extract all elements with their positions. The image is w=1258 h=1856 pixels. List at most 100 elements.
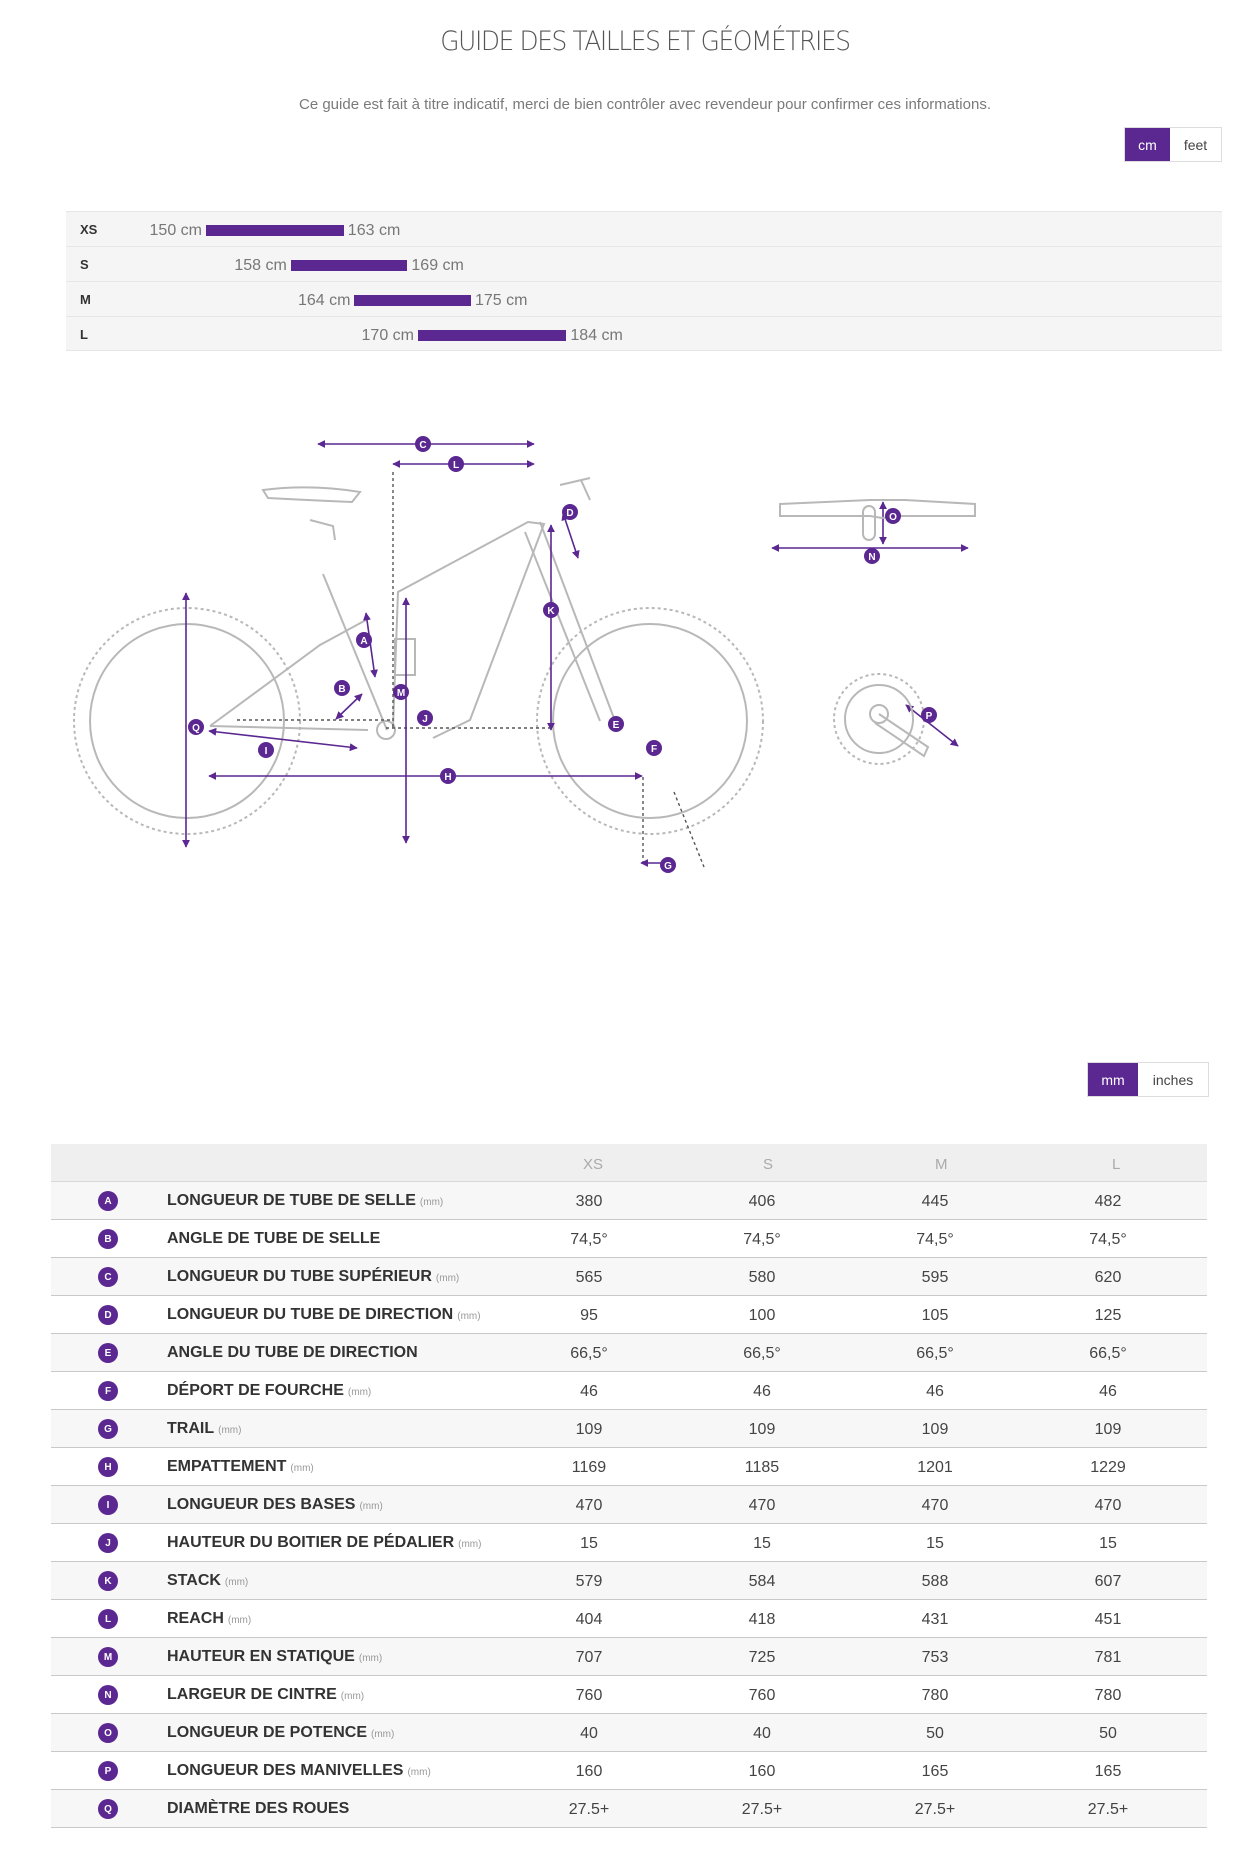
measure-name-label: DÉPORT DE FOURCHE — [167, 1382, 344, 1399]
table-row: B ANGLE DE TUBE DE SELLE 74,5° 74,5° 74,5° 74… — [51, 1220, 1207, 1258]
svg-text:B: B — [338, 684, 345, 695]
measure-unit: (mm) — [407, 1767, 431, 1778]
measure-name: HAUTEUR EN STATIQUE (mm) — [167, 1648, 382, 1666]
measure-letter-badge: D — [98, 1305, 118, 1325]
size-label: L — [80, 327, 88, 342]
measure-unit: (mm) — [224, 1577, 249, 1588]
measure-letter-badge: J — [98, 1533, 118, 1553]
diagram-badge-l: L — [448, 456, 464, 472]
measure-name-label: EMPATTEMENT — [167, 1458, 287, 1475]
table-cell: 470 — [575, 1497, 603, 1514]
table-cell: 579 — [575, 1573, 603, 1590]
bike-outline — [73, 477, 764, 835]
table-row: P LONGUEUR DES MANIVELLES (mm) 160 160 165 165 — [51, 1752, 1207, 1790]
table-cell: 95 — [580, 1307, 598, 1324]
svg-text:J: J — [422, 714, 428, 725]
table-cell: 470 — [748, 1497, 776, 1514]
measure-name-label: LONGUEUR DES MANIVELLES — [167, 1762, 404, 1779]
table-cell: 725 — [748, 1649, 776, 1666]
table-cell: 66,5° — [1089, 1345, 1127, 1362]
geometry-table-body: A LONGUEUR DE TUBE DE SELLE (mm) 380 406 445 4… — [51, 1182, 1207, 1828]
measure-name: DÉPORT DE FOURCHE (mm) — [167, 1382, 371, 1400]
diagram-badge-i: I — [258, 742, 274, 758]
svg-text:C: C — [419, 440, 426, 451]
table-cell: 1229 — [1090, 1459, 1126, 1476]
measure-unit: (mm) — [371, 1729, 395, 1740]
page-subtitle: Ce guide est fait à titre indicatif, mer… — [299, 96, 991, 113]
measure-name-label: ANGLE DE TUBE DE SELLE — [167, 1230, 381, 1247]
unit-mm-button[interactable]: mm — [1088, 1063, 1138, 1096]
measure-name: DIAMÈTRE DES ROUES — [167, 1800, 353, 1818]
measure-letter-badge: K — [98, 1571, 118, 1591]
size-range-bar — [206, 225, 344, 236]
measure-letter-badge: P — [98, 1761, 118, 1781]
measure-name: ANGLE DU TUBE DE DIRECTION — [167, 1344, 422, 1362]
measure-letter-badge: Q — [98, 1799, 118, 1819]
diagram-badge-j: J — [417, 710, 433, 726]
table-cell: 66,5° — [916, 1345, 954, 1362]
table-cell: 588 — [921, 1573, 949, 1590]
svg-text:F: F — [651, 744, 657, 755]
table-row: C LONGUEUR DU TUBE SUPÉRIEUR (mm) 565 580 595… — [51, 1258, 1207, 1296]
table-cell: 780 — [921, 1687, 949, 1704]
column-header-xs: XS — [583, 1156, 604, 1173]
measure-letter-badge: M — [98, 1647, 118, 1667]
measure-unit: (mm) — [290, 1463, 314, 1474]
table-cell: 46 — [580, 1383, 598, 1400]
table-cell: 404 — [575, 1611, 603, 1628]
table-cell: 15 — [753, 1535, 771, 1552]
measure-unit: (mm) — [419, 1197, 444, 1208]
table-cell: 470 — [1094, 1497, 1122, 1514]
table-cell: 40 — [753, 1725, 771, 1742]
table-cell: 753 — [921, 1649, 949, 1666]
table-cell: 580 — [748, 1269, 776, 1286]
svg-text:D: D — [566, 508, 573, 519]
table-row: K STACK (mm) 579 584 588 607 — [51, 1562, 1207, 1600]
measure-unit-toggle: mm inches — [1087, 1062, 1209, 1097]
size-row-xs: XS 150 cm 163 cm — [66, 211, 1222, 246]
svg-text:E: E — [613, 720, 620, 731]
measure-name-label: HAUTEUR EN STATIQUE — [167, 1648, 355, 1665]
bike-geometry-diagram: A B C D E F G H I J K L M N O P Q — [73, 436, 976, 873]
table-cell: 15 — [580, 1535, 598, 1552]
table-cell: 1185 — [744, 1459, 780, 1476]
size-label: S — [80, 257, 89, 272]
table-cell: 109 — [748, 1421, 776, 1438]
table-cell: 165 — [1094, 1763, 1122, 1780]
table-cell: 781 — [1094, 1649, 1122, 1666]
column-header-m: M — [935, 1156, 948, 1173]
table-cell: 565 — [575, 1269, 603, 1286]
table-cell: 109 — [575, 1421, 603, 1438]
diagram-badge-a: A — [356, 632, 372, 648]
measure-name-label: TRAIL — [167, 1420, 215, 1437]
column-header-s: S — [763, 1156, 774, 1173]
measure-name-label: STACK — [167, 1572, 221, 1589]
svg-text:H: H — [444, 772, 451, 783]
column-header-l: L — [1112, 1156, 1121, 1173]
diagram-badge-q: Q — [188, 719, 204, 735]
measure-unit: (mm) — [435, 1273, 460, 1284]
table-row: F DÉPORT DE FOURCHE (mm) 46 46 46 46 — [51, 1372, 1207, 1410]
diagram-badge-n: N — [864, 548, 880, 564]
diagram-badge-k: K — [543, 602, 559, 618]
unit-inches-button[interactable]: inches — [1152, 1071, 1194, 1088]
measure-letter-badge: L — [98, 1609, 118, 1629]
table-cell: 109 — [1094, 1421, 1122, 1438]
table-cell: 74,5° — [916, 1231, 954, 1248]
table-cell: 445 — [921, 1193, 949, 1210]
svg-text:I: I — [265, 746, 268, 757]
table-row: A LONGUEUR DE TUBE DE SELLE (mm) 380 406 445 4… — [51, 1182, 1207, 1220]
table-cell: 431 — [921, 1611, 949, 1628]
size-row-m: M 164 cm 175 cm — [66, 281, 1222, 316]
measure-name: TRAIL (mm) — [167, 1420, 241, 1438]
diagram-badge-d: D — [562, 504, 578, 520]
measure-unit: (mm) — [347, 1387, 372, 1398]
measure-name: STACK (mm) — [167, 1572, 248, 1590]
table-cell: 27.5+ — [568, 1801, 610, 1818]
table-cell: 74,5° — [1089, 1231, 1127, 1248]
measure-name-label: HAUTEUR DU BOITIER DE PÉDALIER — [167, 1534, 455, 1551]
unit-feet-button[interactable]: feet — [1183, 136, 1208, 153]
table-cell: 406 — [748, 1193, 776, 1210]
unit-cm-button[interactable]: cm — [1125, 128, 1170, 161]
table-cell: 380 — [575, 1193, 603, 1210]
